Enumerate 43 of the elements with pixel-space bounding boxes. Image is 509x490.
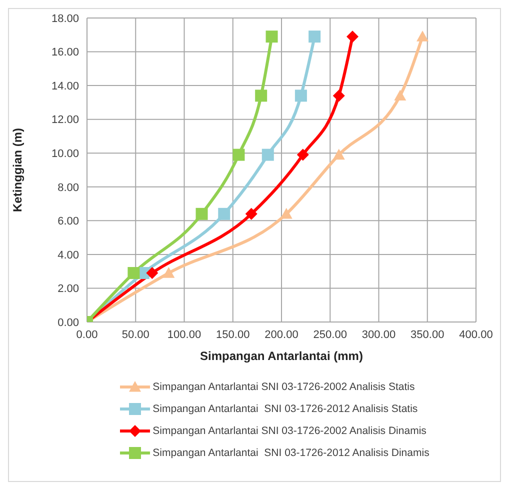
x-tick-label: 150.00 bbox=[216, 328, 250, 341]
point bbox=[128, 267, 140, 280]
legend-label: Simpangan Antarlantai SNI 03-1726-2002 Analisis Dinamis bbox=[152, 425, 426, 437]
point bbox=[346, 30, 358, 43]
x-axis-title: Simpangan Antarlantai (mm) bbox=[200, 349, 363, 363]
point bbox=[262, 148, 274, 161]
legend-label: Simpangan Antarlantai SNI 03-1726-2012 Analisis Dinamis bbox=[152, 447, 430, 459]
y-tick-label: 12.00 bbox=[51, 114, 79, 126]
y-tick-label: 10.00 bbox=[51, 148, 79, 160]
point bbox=[394, 90, 406, 100]
x-tick-label: 100.00 bbox=[167, 328, 202, 341]
point bbox=[218, 208, 230, 220]
y-tick-label: 2.00 bbox=[58, 283, 79, 296]
point bbox=[296, 148, 309, 161]
point bbox=[245, 208, 258, 220]
y-tick-label: 4.00 bbox=[58, 249, 79, 262]
point bbox=[266, 30, 278, 43]
y-tick-label: 0.00 bbox=[58, 316, 79, 329]
y-tick-label: 16.00 bbox=[51, 46, 79, 59]
x-tick-label: 250.00 bbox=[313, 328, 347, 341]
y-axis-title: Ketinggian (m) bbox=[10, 128, 24, 212]
y-tick-label: 18.00 bbox=[51, 12, 79, 25]
point bbox=[146, 267, 158, 280]
x-tick-label: 50.00 bbox=[122, 328, 150, 341]
y-tick-label: 8.00 bbox=[58, 182, 79, 194]
x-tick-label: 200.00 bbox=[264, 328, 298, 341]
point bbox=[294, 90, 307, 102]
x-tick-label: 350.00 bbox=[410, 328, 444, 341]
point bbox=[308, 30, 321, 43]
point bbox=[196, 208, 208, 220]
point bbox=[232, 148, 245, 161]
point bbox=[255, 90, 268, 102]
point bbox=[332, 90, 345, 102]
point bbox=[416, 30, 429, 42]
y-tick-label: 14.00 bbox=[51, 80, 79, 92]
x-tick-label: 0.00 bbox=[76, 328, 98, 341]
x-tick-label: 300.00 bbox=[362, 328, 396, 341]
y-tick-label: 6.00 bbox=[58, 216, 79, 228]
point bbox=[332, 148, 345, 160]
point bbox=[162, 267, 175, 278]
legend-label: Simpangan Antarlantai SNI 03-1726-2012 Analisis Statis bbox=[152, 403, 418, 415]
legend-label: Simpangan Antarlantai SNI 03-1726-2002 Analisis Statis bbox=[152, 381, 415, 393]
x-tick-label: 400.00 bbox=[459, 328, 493, 341]
